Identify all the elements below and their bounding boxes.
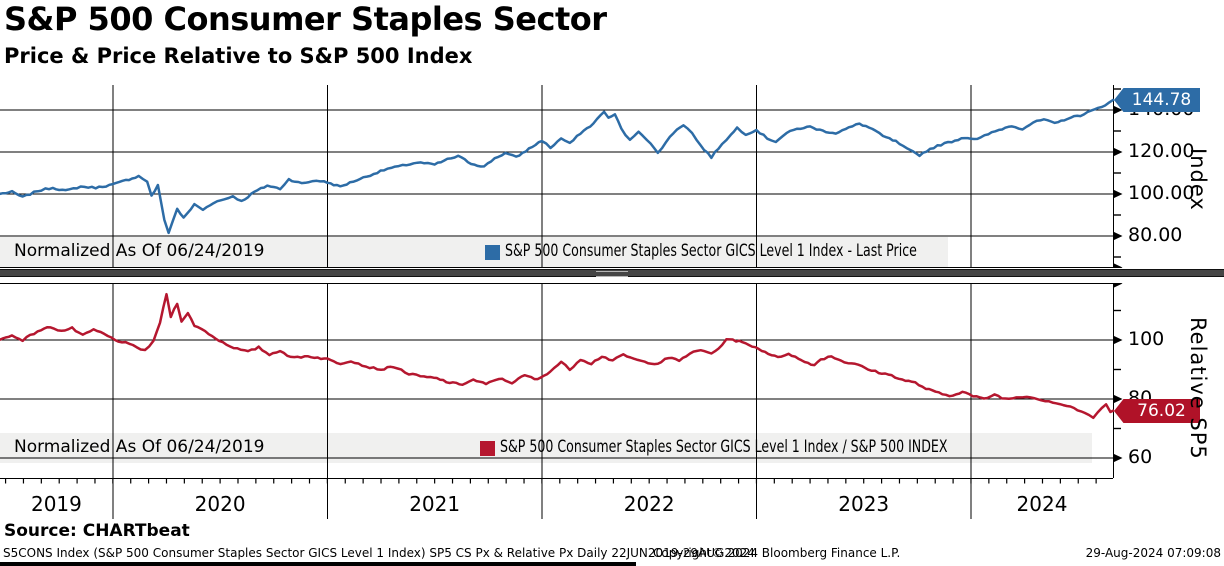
normalized-as-of-label: Normalized As Of 06/24/2019 <box>14 241 265 261</box>
footer-security-description: S5CONS Index (S&P 500 Consumer Staples S… <box>3 546 755 560</box>
y-tick-label: 80.00 <box>1128 224 1183 246</box>
legend-box <box>0 237 948 267</box>
x-axis <box>0 478 1113 519</box>
relative-series-swatch-icon <box>480 441 495 456</box>
x-year-label: 2019 <box>30 492 82 516</box>
y-axis-title-relative-sp5: Relative SP5 <box>1186 316 1210 460</box>
y-tick-label: 60 <box>1128 446 1153 468</box>
x-year-label: 2020 <box>194 492 246 516</box>
bottom-partial-bar <box>0 562 636 566</box>
price-legend: Normalized As Of 06/24/2019 S&P 500 Cons… <box>0 237 948 267</box>
splitter-grip-icon[interactable] <box>596 271 628 277</box>
x-year-label: 2021 <box>409 492 461 516</box>
page-title: S&P 500 Consumer Staples Sector <box>4 0 607 38</box>
footer-bar: S5CONS Index (S&P 500 Consumer Staples S… <box>0 546 1224 562</box>
price-series-swatch-icon <box>485 245 500 260</box>
y-axis-title-index: Index <box>1186 148 1210 211</box>
top-series-line[interactable] <box>0 98 1115 235</box>
relative-legend: Normalized As Of 06/24/2019 S&P 500 Cons… <box>0 433 1092 463</box>
relative-series-label[interactable]: S&P 500 Consumer Staples Sector GICS Lev… <box>500 437 948 457</box>
x-year-label: 2022 <box>623 492 675 516</box>
y-tick-label: 100 <box>1128 328 1165 350</box>
price-series-label[interactable]: S&P 500 Consumer Staples Sector GICS Lev… <box>505 241 917 261</box>
normalized-as-of-label: Normalized As Of 06/24/2019 <box>14 437 265 457</box>
y-tick-label: 100.00 <box>1128 182 1195 204</box>
price-panel-plot[interactable] <box>0 85 1224 268</box>
last-price-badge: 144.78 <box>1114 88 1200 112</box>
x-year-label: 2024 <box>1016 492 1068 516</box>
x-year-label: 2023 <box>838 492 890 516</box>
source-label: Source: CHARTbeat <box>4 521 190 541</box>
bottom-series-line[interactable] <box>0 292 1115 420</box>
page-subtitle: Price & Price Relative to S&P 500 Index <box>4 44 473 68</box>
relative-panel-plot[interactable] <box>0 283 1224 478</box>
relative-last-price-badge: 76.02 <box>1114 399 1200 423</box>
panel-splitter[interactable] <box>0 269 1224 277</box>
footer-copyright: Copyright© 2024 Bloomberg Finance L.P. <box>653 546 901 560</box>
y-tick-label: 120.00 <box>1128 140 1195 162</box>
footer-timestamp: 29-Aug-2024 07:09:08 <box>1085 546 1221 560</box>
